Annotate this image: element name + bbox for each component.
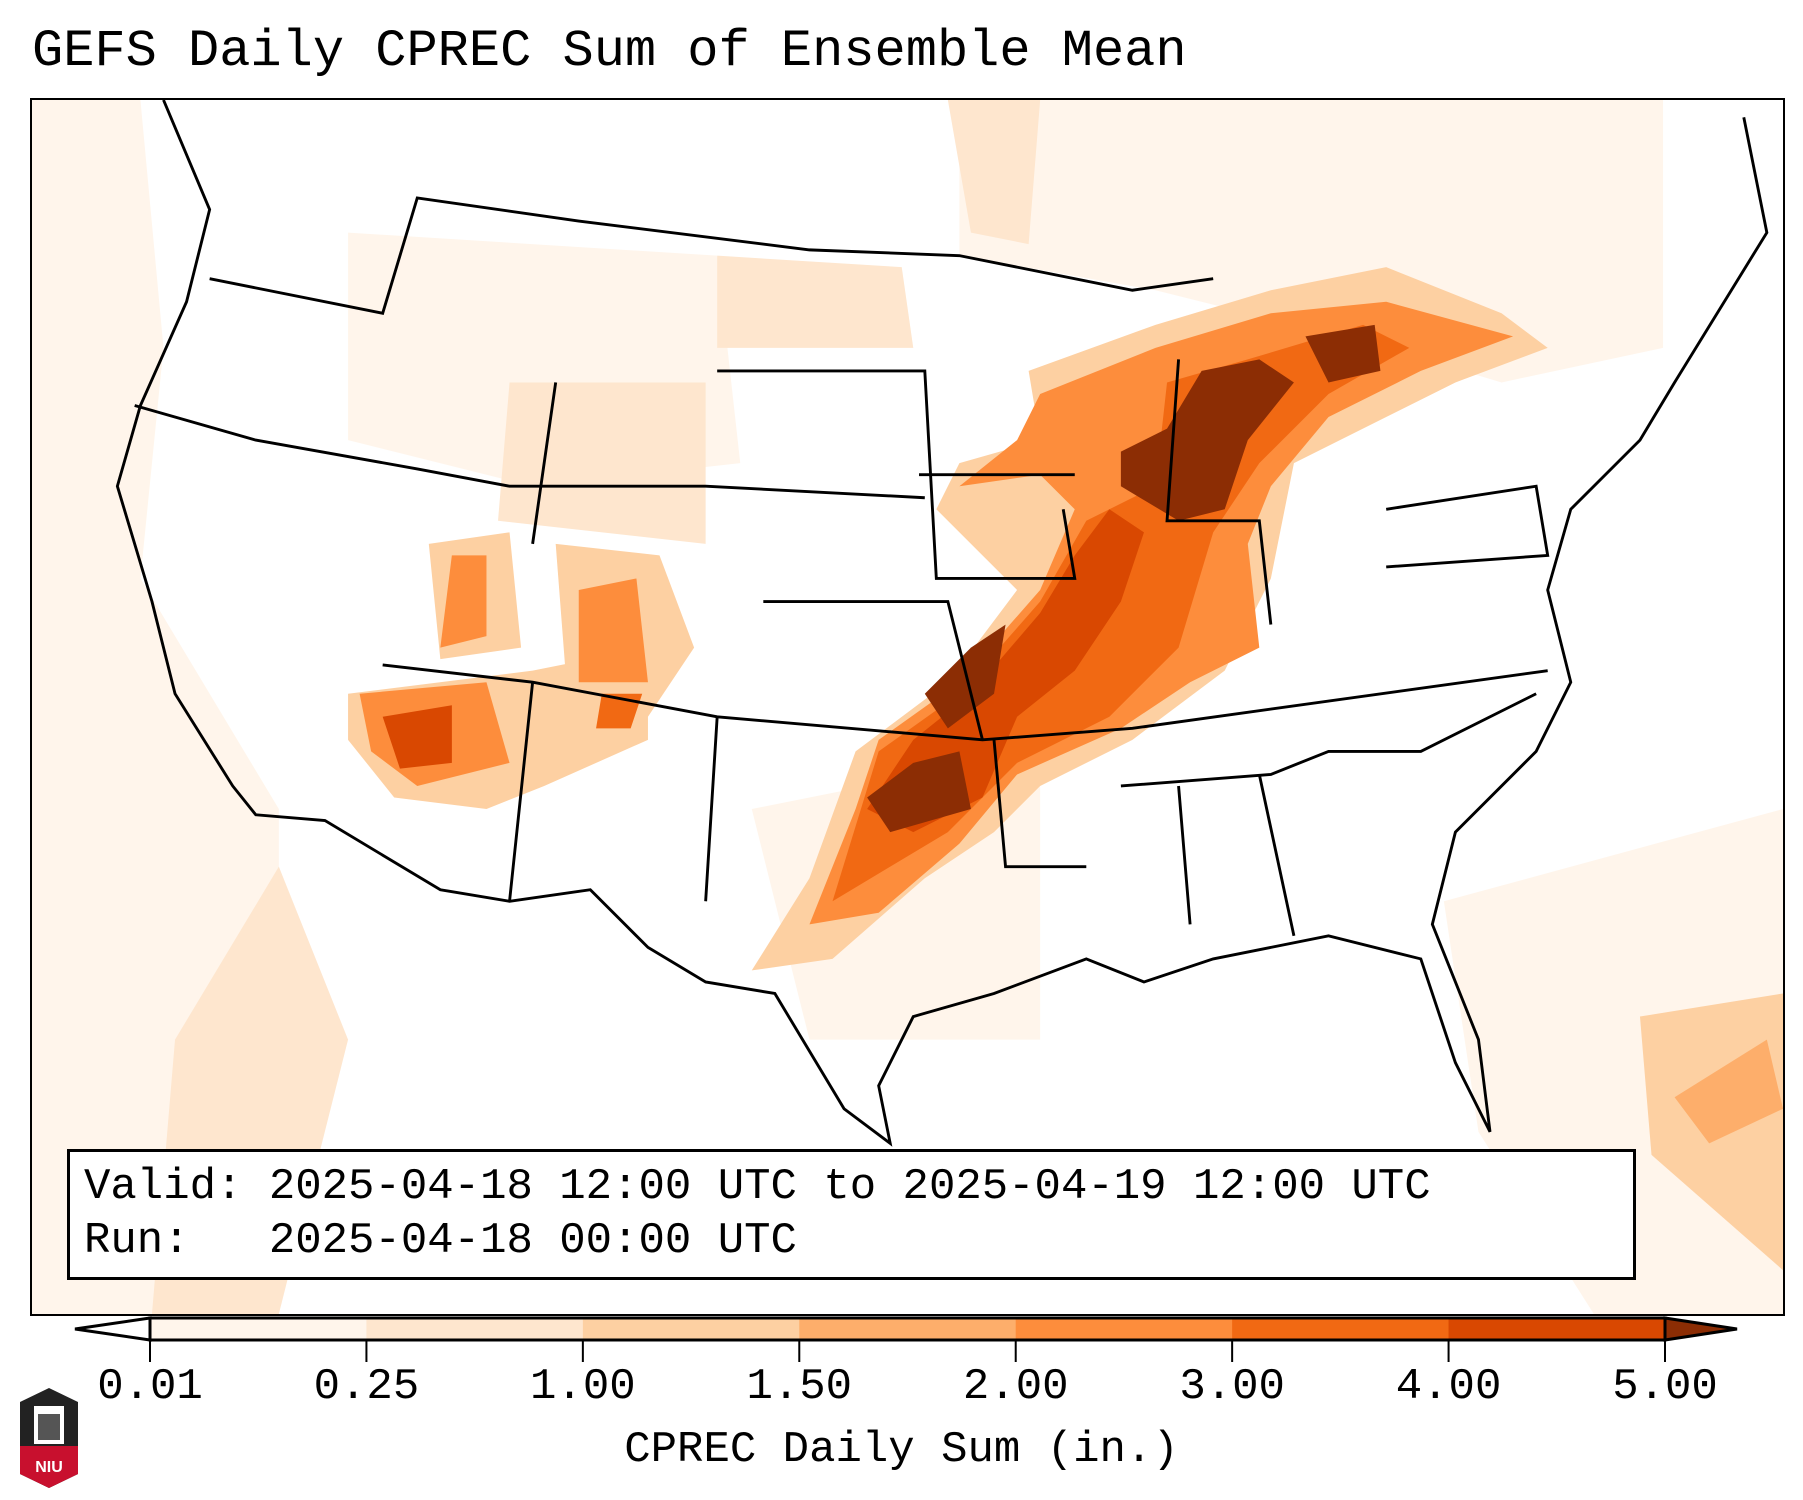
colorbar-segment <box>582 1318 800 1340</box>
precipitation-map <box>30 98 1785 1316</box>
colorbar-tick-label: 2.00 <box>962 1362 1069 1412</box>
precip-field-light <box>32 100 1783 1314</box>
svg-text:NIU: NIU <box>35 1459 63 1476</box>
colorbar-tick-label: 5.00 <box>1612 1362 1718 1412</box>
colorbar-under-arrow <box>74 1316 152 1342</box>
colorbar-label: CPREC Daily Sum (in.) <box>624 1425 1179 1475</box>
precip-field-southwest <box>348 532 695 810</box>
precip-field-main-swath <box>751 267 1548 971</box>
niu-logo: NIU <box>20 1388 78 1488</box>
boundary-lines <box>115 100 1769 1147</box>
valid-time-box: Valid: 2025-04-18 12:00 UTC to 2025-04-1… <box>67 1149 1636 1280</box>
map-title: GEFS Daily CPREC Sum of Ensemble Mean <box>32 22 1187 81</box>
colorbar-segment <box>150 1318 367 1340</box>
valid-time-text: Valid: 2025-04-18 12:00 UTC to 2025-04-1… <box>84 1162 1431 1212</box>
colorbar-tick-label: 1.50 <box>746 1362 853 1412</box>
colorbar-tick-label: 0.25 <box>313 1362 420 1412</box>
colorbar-segment <box>1448 1318 1666 1340</box>
colorbar-over-arrow <box>1663 1316 1738 1342</box>
colorbar-tick-label: 0.01 <box>97 1362 203 1412</box>
colorbar-frame <box>148 1316 1667 1342</box>
colorbar-tick-label: 3.00 <box>1179 1362 1285 1412</box>
colorbar-tick-label: 4.00 <box>1395 1362 1502 1412</box>
colorbar-segment <box>1232 1318 1450 1340</box>
run-time-text: Run: 2025-04-18 00:00 UTC <box>84 1216 797 1266</box>
colorbar-segment <box>799 1318 1017 1340</box>
colorbar-tick-label: 1.00 <box>530 1362 636 1412</box>
colorbar <box>74 1316 1738 1362</box>
colorbar-segment <box>1015 1318 1233 1340</box>
colorbar-segment <box>366 1318 584 1340</box>
